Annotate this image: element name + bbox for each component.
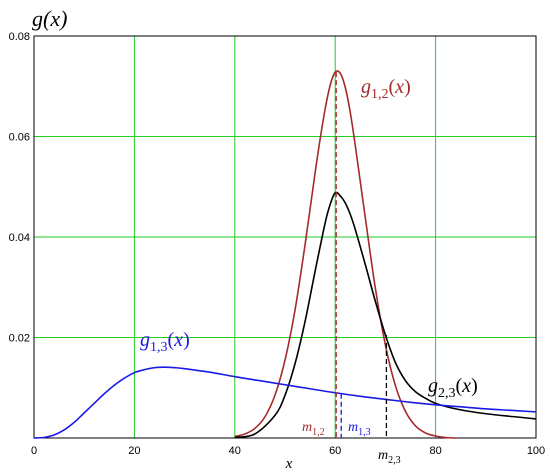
series-line-1-2 [234,70,456,439]
x-tick-label: 60 [329,445,341,457]
marker-label-1-2: m1,2 [302,420,325,438]
plot-frame [33,35,537,439]
y-tick-labels: 0.02 0.04 0.06 0.08 [9,31,30,345]
y-tick-label: 0.06 [9,132,30,144]
marker-labels: m1,2 m1,3 m2,3 [302,420,401,466]
marker-lines [335,72,388,438]
y-tick-label: 0.02 [9,333,30,345]
series-label-1-3: g1,3(x) [140,329,190,355]
grid [34,36,536,438]
series-label-1-2: g1,2(x) [361,76,411,102]
marker-label-1-3: m1,3 [348,420,371,438]
x-axis-label: x [285,456,293,472]
y-tick-label: 0.08 [9,31,30,43]
y-axis-label-text: g(x) [32,6,67,31]
x-tick-label: 40 [229,445,241,457]
series-lines [33,70,537,439]
series-labels: g1,2(x) g2,3(x) g1,3(x) [140,76,478,401]
marker-label-2-3: m2,3 [378,448,401,466]
x-tick-labels: 0 20 40 60 80 100 [31,445,545,457]
series-line-1-3 [33,366,537,439]
x-tick-label: 80 [429,445,441,457]
y-tick-label: 0.04 [9,232,30,244]
series-label-2-3: g2,3(x) [428,375,478,401]
x-tick-label: 100 [527,445,545,457]
series-line-2-3 [234,191,537,439]
x-tick-label: 20 [128,445,140,457]
x-tick-label: 0 [31,445,37,457]
y-axis-label: g(x) [32,6,67,31]
